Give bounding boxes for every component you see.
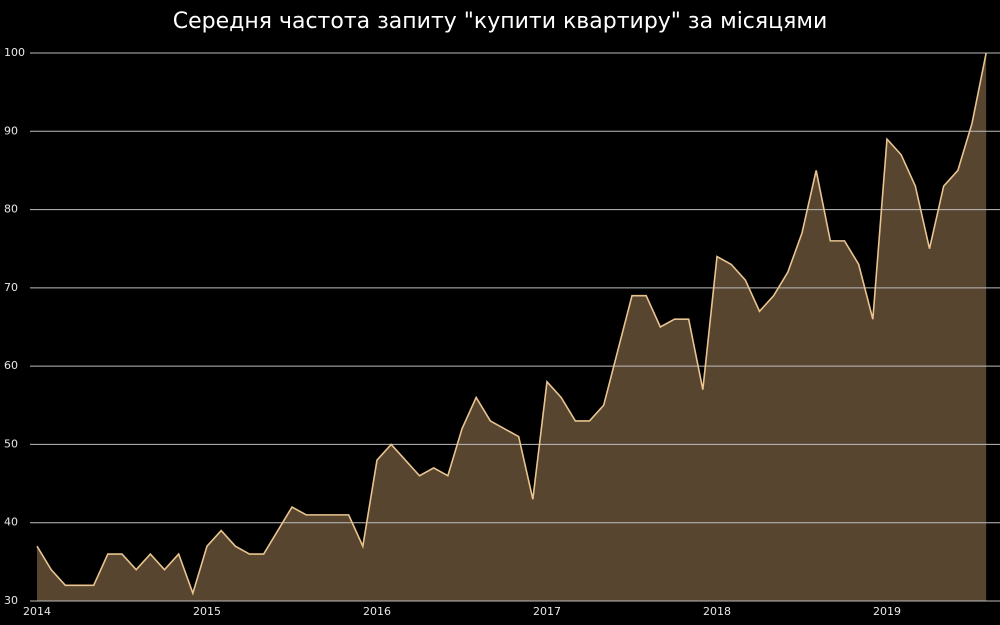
y-tick-label: 90 — [4, 124, 18, 137]
chart-title: Середня частота запиту "купити квартиру"… — [173, 9, 828, 34]
y-tick-label: 40 — [4, 516, 18, 529]
line — [36, 52, 987, 596]
x-tick-label: 2016 — [363, 605, 391, 618]
area — [37, 53, 987, 601]
y-tick-label: 50 — [4, 437, 18, 450]
x-tick-label: 2018 — [703, 605, 731, 618]
x-tick-label: 2019 — [873, 605, 901, 618]
y-tick-label: 70 — [4, 281, 18, 294]
y-tick-label: 100 — [4, 46, 25, 59]
x-tick-label: 2015 — [193, 605, 221, 618]
y-tick-label: 60 — [4, 359, 18, 372]
y-tick-label: 30 — [4, 594, 18, 607]
x-tick-label: 2017 — [533, 605, 561, 618]
y-tick-label: 80 — [4, 203, 18, 216]
x-tick-label: 2014 — [23, 605, 51, 618]
